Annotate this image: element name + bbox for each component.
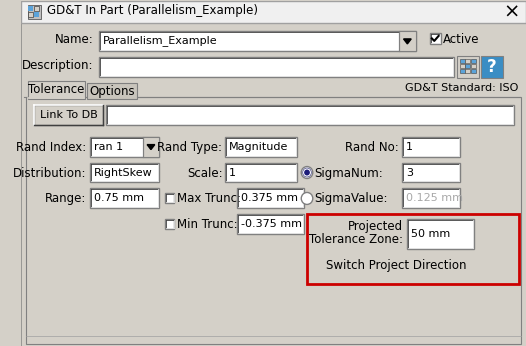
Circle shape xyxy=(304,170,310,175)
Bar xyxy=(460,69,464,73)
Bar xyxy=(87,83,137,99)
Bar xyxy=(481,56,503,78)
Bar xyxy=(399,31,416,51)
Text: Name:: Name: xyxy=(55,33,94,46)
Text: Options: Options xyxy=(89,85,135,98)
Text: Rand Index:: Rand Index: xyxy=(16,140,86,154)
Text: SigmaNum:: SigmaNum: xyxy=(315,166,383,180)
Bar xyxy=(28,6,33,11)
Text: Range:: Range: xyxy=(45,192,86,206)
Text: Tolerance: Tolerance xyxy=(28,83,85,96)
Text: Rand Type:: Rand Type: xyxy=(157,140,222,154)
Bar xyxy=(457,56,479,78)
Text: 0.125 mm: 0.125 mm xyxy=(406,193,463,203)
Bar xyxy=(165,193,175,203)
Text: GD&T In Part (Parallelism_Example): GD&T In Part (Parallelism_Example) xyxy=(47,4,258,17)
Bar xyxy=(225,163,297,182)
Text: Min Trunc:: Min Trunc: xyxy=(177,218,238,231)
Text: Switch Project Direction: Switch Project Direction xyxy=(326,259,467,272)
Bar xyxy=(34,105,104,125)
Bar xyxy=(90,163,159,182)
Bar xyxy=(34,12,39,17)
Text: Distribution:: Distribution: xyxy=(13,166,86,180)
Bar xyxy=(21,1,526,23)
Bar xyxy=(27,5,41,19)
Bar xyxy=(402,189,460,208)
Polygon shape xyxy=(147,145,155,149)
Bar xyxy=(225,137,297,157)
Text: RightSkew: RightSkew xyxy=(94,167,153,177)
Text: Description:: Description: xyxy=(22,59,94,72)
Bar xyxy=(106,105,513,125)
Bar xyxy=(471,64,476,68)
Text: 0.375 mm: 0.375 mm xyxy=(241,193,298,203)
Bar xyxy=(165,219,175,229)
Bar xyxy=(90,137,159,157)
Text: Rand No:: Rand No: xyxy=(345,140,398,154)
Bar xyxy=(430,33,440,44)
Bar xyxy=(28,12,33,17)
Bar xyxy=(34,6,39,11)
Bar xyxy=(466,69,470,73)
Text: Tolerance Zone:: Tolerance Zone: xyxy=(309,233,403,246)
Bar xyxy=(90,189,159,208)
Bar xyxy=(26,97,521,344)
Text: Max Trunc:: Max Trunc: xyxy=(177,192,241,206)
Bar xyxy=(143,137,159,157)
Text: -0.375 mm: -0.375 mm xyxy=(241,219,302,229)
Bar xyxy=(307,215,519,284)
Bar xyxy=(407,219,474,249)
Circle shape xyxy=(301,192,313,204)
Bar xyxy=(313,258,322,268)
Bar xyxy=(471,69,476,73)
Text: Parallelism_Example: Parallelism_Example xyxy=(103,35,217,46)
Text: ?: ? xyxy=(487,58,497,76)
Bar xyxy=(466,59,470,63)
Bar xyxy=(98,57,454,77)
Bar xyxy=(460,64,464,68)
Text: 1: 1 xyxy=(229,167,236,177)
Bar xyxy=(471,59,476,63)
Text: Magnitude: Magnitude xyxy=(229,142,289,152)
Text: 3: 3 xyxy=(406,167,413,177)
Text: ran 1: ran 1 xyxy=(94,142,123,152)
Text: Projected: Projected xyxy=(348,220,403,233)
Text: ×: × xyxy=(503,2,520,21)
Bar xyxy=(402,163,460,182)
Bar xyxy=(237,189,304,208)
Text: Scale:: Scale: xyxy=(187,166,222,180)
Polygon shape xyxy=(403,39,411,44)
Bar xyxy=(466,64,470,68)
Text: Active: Active xyxy=(443,33,480,46)
Circle shape xyxy=(301,166,313,179)
Bar xyxy=(402,137,460,157)
Bar xyxy=(27,81,85,99)
Text: 1: 1 xyxy=(406,142,413,152)
Bar xyxy=(237,215,304,234)
Text: GD&T Standard: ISO: GD&T Standard: ISO xyxy=(405,83,518,93)
Text: 50 mm: 50 mm xyxy=(411,229,450,239)
Text: Link To DB: Link To DB xyxy=(40,110,98,120)
Text: SigmaValue:: SigmaValue: xyxy=(315,192,388,206)
Text: 0.75 mm: 0.75 mm xyxy=(94,193,144,203)
Bar xyxy=(98,31,416,51)
Bar xyxy=(460,59,464,63)
